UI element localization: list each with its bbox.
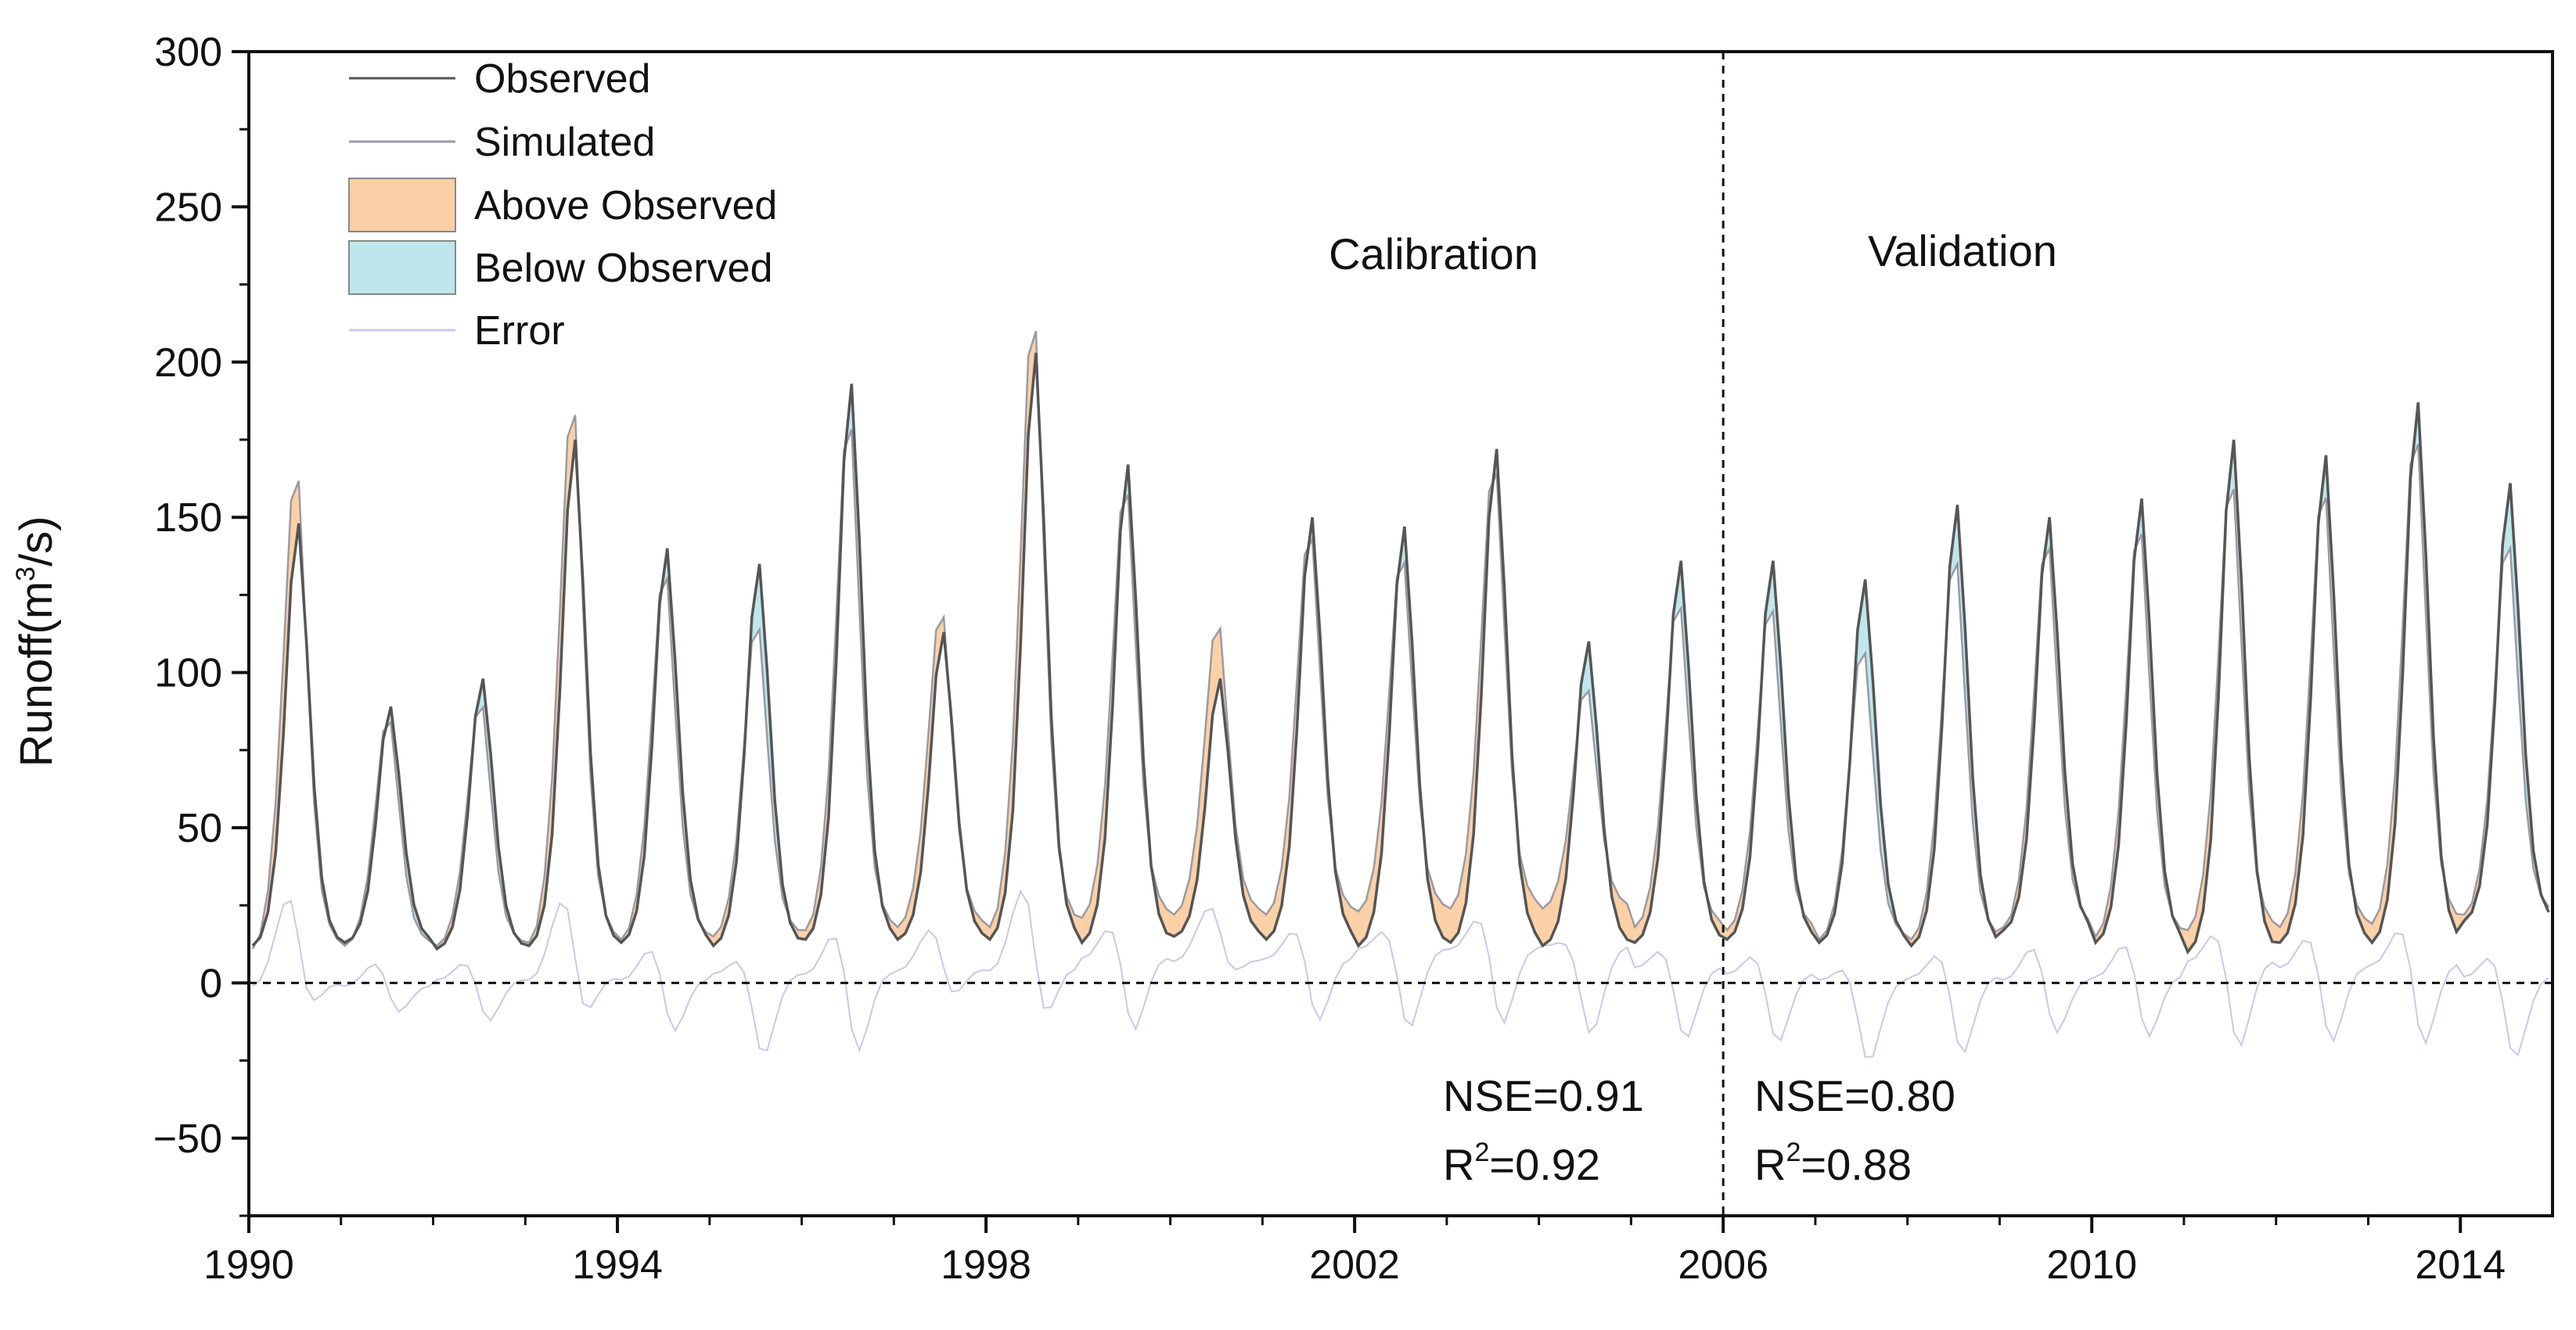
y-axis-title: Runoff(m3/s) (11, 516, 62, 767)
legend: Observed Simulated Above Observed Below Obs… (348, 56, 777, 354)
calibration-r2-value: =0.92 (1489, 1140, 1600, 1189)
plot-frame (247, 50, 2554, 1217)
above-observed-fill (1351, 907, 1358, 946)
validation-nse: NSE=0.80 (1754, 1071, 1955, 1120)
calibration-nse: NSE=0.91 (1443, 1071, 1644, 1120)
above-observed-fill (1365, 868, 1374, 938)
legend-label: Above Observed (474, 183, 777, 228)
validation-r2: R2=0.88 (1754, 1138, 1912, 1189)
axes: 1990 1994 1998 2002 2006 2010 2014−50050100150… (153, 30, 2506, 1288)
simulated-series-line (251, 330, 2550, 950)
calibration-r2: R2=0.92 (1443, 1138, 1600, 1189)
above-observed-fill (990, 908, 998, 940)
y-tick-label: 0 (200, 961, 222, 1006)
calibration-r2-prefix: R (1443, 1140, 1474, 1189)
above-observed-fill (713, 926, 721, 946)
y-tick-label: 300 (154, 30, 222, 75)
y-tick-label: 50 (177, 806, 222, 851)
y-tick-label: −50 (153, 1116, 222, 1162)
validation-r2-prefix: R (1754, 1140, 1786, 1189)
above-observed-fill (1627, 904, 1635, 943)
above-observed-fill (905, 888, 913, 933)
y-axis-title-sup: 3 (11, 566, 41, 581)
above-observed-fill (1074, 915, 1082, 943)
above-observed-fill (2195, 875, 2204, 942)
above-observed-fill (1204, 640, 1213, 808)
x-tick-label: 2010 (2046, 1242, 2137, 1288)
calibration-label: Calibration (1329, 229, 1538, 279)
x-tick-label: 2002 (1309, 1242, 1400, 1288)
y-tick-label: 250 (154, 185, 222, 230)
above-observed-fill (1081, 904, 1090, 943)
series-line-layer (251, 330, 2550, 1059)
above-observed-fill (1196, 735, 1205, 880)
observed-series-line (251, 352, 2550, 955)
above-observed-fill (1158, 895, 1167, 933)
above-observed-fill (1212, 628, 1221, 715)
legend-label: Simulated (474, 120, 655, 165)
above-observed-fill (2279, 913, 2288, 943)
above-observed-fill (1373, 802, 1382, 912)
above-observed-fill (1443, 904, 1451, 943)
above-observed-fill (805, 914, 814, 940)
legend-label: Below Observed (474, 246, 773, 291)
y-axis-title-base: Runoff(m (11, 581, 62, 767)
above-observed-fill (1089, 864, 1098, 933)
above-observed-fill (1189, 825, 1197, 916)
validation-label: Validation (1868, 226, 2057, 275)
above-observed-fill (1558, 840, 1566, 922)
y-tick-label: 200 (154, 340, 222, 386)
below-observed-fill (1865, 579, 1873, 755)
error-series-line (252, 889, 2549, 1059)
legend-swatch-fill (348, 178, 456, 232)
above-observed-fill (1435, 893, 1443, 938)
validation-r2-value: =0.88 (1801, 1140, 1912, 1189)
above-observed-fill (1166, 908, 1175, 936)
above-observed-fill (1281, 797, 1290, 906)
x-tick-label: 1998 (941, 1242, 1031, 1288)
y-axis-title-tail: /s) (11, 516, 62, 566)
above-observed-fill (1642, 887, 1650, 936)
legend-label: Error (474, 308, 565, 354)
above-observed-fill (2364, 918, 2373, 943)
y-tick-label: 150 (154, 495, 222, 541)
above-observed-fill (1274, 868, 1282, 932)
above-observed-fill (1727, 920, 1735, 940)
above-observed-fill (1458, 854, 1466, 933)
x-tick-label: 2014 (2415, 1242, 2506, 1288)
above-observed-fill (1358, 900, 1366, 946)
reference-lines (249, 52, 2553, 1216)
validation-r2-sup: 2 (1786, 1138, 1801, 1167)
x-tick-label: 1990 (203, 1242, 294, 1288)
x-tick-label: 2006 (1678, 1242, 1768, 1288)
legend-label: Observed (474, 56, 650, 102)
above-observed-fill (1542, 901, 1551, 946)
y-tick-label: 100 (154, 651, 222, 696)
legend-swatch-fill (348, 240, 456, 295)
x-tick-label: 1994 (572, 1242, 663, 1288)
above-observed-fill (1466, 772, 1474, 904)
calibration-r2-sup: 2 (1474, 1138, 1489, 1167)
